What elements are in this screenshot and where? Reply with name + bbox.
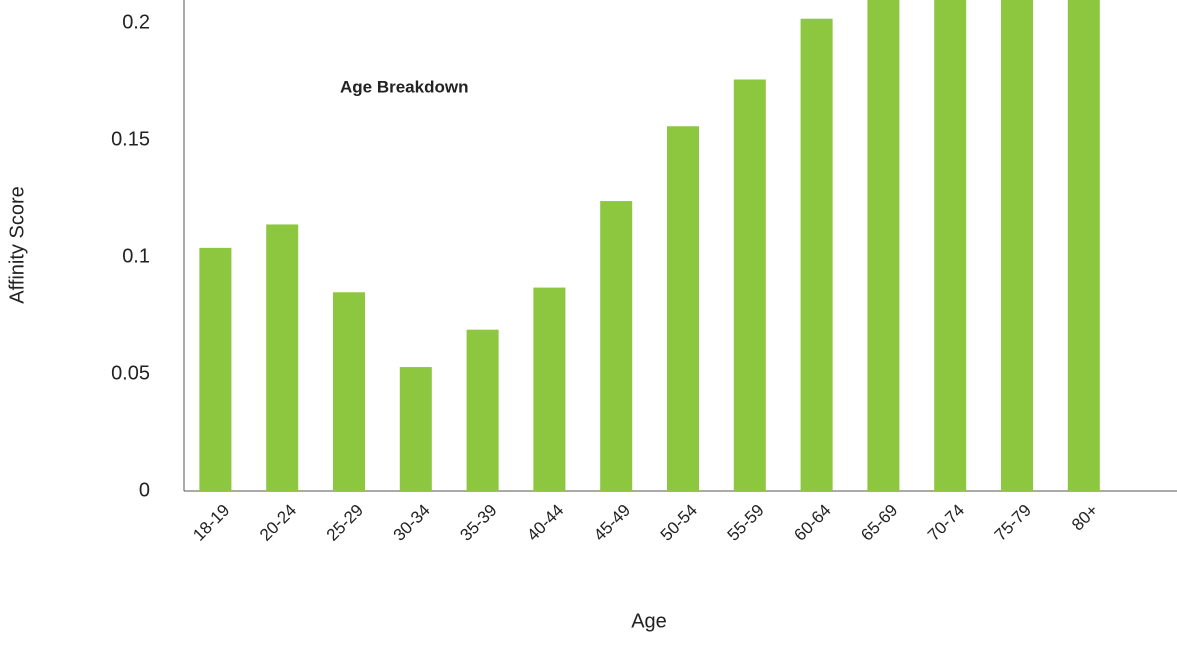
x-tick-label: 30-34 xyxy=(390,501,434,545)
bar xyxy=(733,79,766,491)
x-tick-label: 70-74 xyxy=(924,501,968,545)
x-tick-label: 75-79 xyxy=(991,501,1035,545)
x-axis-label: Age xyxy=(631,610,667,632)
y-tick-label: 0.1 xyxy=(122,245,150,267)
x-tick-label: 80+ xyxy=(1068,501,1102,535)
bar xyxy=(333,292,365,491)
bar xyxy=(1001,0,1033,491)
x-tick-label: 40-44 xyxy=(523,501,567,545)
y-axis-label: Affinity Score xyxy=(6,186,28,303)
bar xyxy=(600,201,633,492)
bar xyxy=(266,224,299,491)
x-tick-label: 65-69 xyxy=(857,501,901,545)
x-tick-label: 35-39 xyxy=(456,501,500,545)
bar xyxy=(399,367,432,491)
x-tick-label: 50-54 xyxy=(657,501,701,545)
x-tick-label: 20-24 xyxy=(256,501,300,545)
bar xyxy=(800,18,833,491)
x-tick-label: 25-29 xyxy=(323,501,367,545)
bar xyxy=(667,126,699,491)
y-tick-label: 0 xyxy=(139,479,150,501)
y-tick-label: 0.15 xyxy=(111,129,150,151)
bar xyxy=(934,0,967,491)
chart-title: Age Breakdown xyxy=(340,77,468,96)
x-tick-label: 55-59 xyxy=(724,501,768,545)
x-tick-label: 60-64 xyxy=(790,501,834,545)
bar xyxy=(867,0,900,491)
bar xyxy=(533,287,566,491)
bar xyxy=(199,247,232,491)
y-tick-label: 0.2 xyxy=(122,12,150,34)
x-tick-label: 18-19 xyxy=(189,501,233,545)
bar xyxy=(466,329,499,491)
y-tick-label: 0.05 xyxy=(111,362,150,384)
x-tick-label: 45-49 xyxy=(590,501,634,545)
bar xyxy=(1067,0,1100,491)
